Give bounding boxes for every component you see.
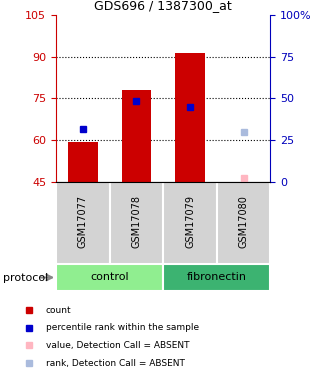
Bar <box>217 182 270 264</box>
Text: count: count <box>46 306 71 315</box>
Bar <box>56 264 163 291</box>
Bar <box>109 182 163 264</box>
Bar <box>175 53 205 182</box>
Bar <box>163 182 217 264</box>
Title: GDS696 / 1387300_at: GDS696 / 1387300_at <box>94 0 232 12</box>
Text: GSM17079: GSM17079 <box>185 195 195 248</box>
Text: fibronectin: fibronectin <box>187 273 247 282</box>
Bar <box>68 141 98 182</box>
Text: GSM17077: GSM17077 <box>78 195 88 248</box>
Bar <box>122 90 151 182</box>
Text: control: control <box>90 273 129 282</box>
Bar <box>56 182 109 264</box>
Bar <box>163 264 270 291</box>
Text: rank, Detection Call = ABSENT: rank, Detection Call = ABSENT <box>46 358 185 368</box>
Text: GSM17080: GSM17080 <box>239 195 249 248</box>
Text: percentile rank within the sample: percentile rank within the sample <box>46 323 199 332</box>
Text: GSM17078: GSM17078 <box>132 195 141 248</box>
Text: protocol: protocol <box>3 273 48 283</box>
Text: value, Detection Call = ABSENT: value, Detection Call = ABSENT <box>46 341 189 350</box>
